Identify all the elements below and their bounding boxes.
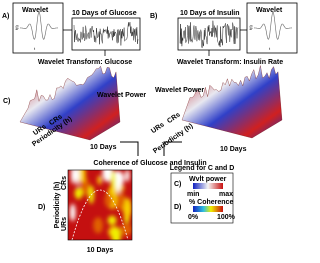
heatmap-blob	[74, 187, 83, 200]
axis-tick: URs	[61, 217, 68, 231]
heatmap-blob	[75, 170, 80, 187]
panel-label: C)	[3, 98, 10, 105]
legend-label: D)	[174, 204, 181, 211]
heatmap-blob	[97, 175, 102, 185]
signal-title: 10 Days of Insulin	[180, 10, 240, 17]
wavelet-title: Wavelet	[22, 7, 49, 14]
colorbar-label: 0%	[188, 214, 199, 221]
y-axis-label: Periodicity (h)	[54, 182, 61, 229]
wavelet-title: Wavelet	[256, 7, 283, 14]
heatmap-blob	[93, 217, 103, 234]
coherence-heatmap	[68, 170, 132, 240]
heatmap-frame	[67, 169, 133, 241]
panel-label: B)	[150, 13, 157, 20]
arrow	[120, 141, 182, 156]
colorbar-label: 100%	[217, 214, 236, 221]
axis-label: f(t)	[14, 24, 19, 30]
heatmap-blob	[113, 189, 125, 211]
heatmap-blob	[122, 198, 132, 219]
colorbar-label: max	[219, 191, 233, 198]
legend-heading: % Coherence	[189, 199, 233, 206]
axis-tick: URs	[150, 121, 166, 135]
axis-tick: CRs	[166, 111, 182, 125]
x-axis-label: 10 Days	[220, 146, 247, 153]
colorbar-label: min	[187, 191, 199, 198]
axis-tick: CRs	[61, 176, 68, 190]
wavelet-curve	[254, 11, 292, 40]
heatmap-blob	[125, 170, 130, 182]
colorbar	[193, 206, 223, 212]
transform-title: Wavelet Transform: Glucose	[38, 59, 132, 66]
legend-label: C)	[174, 181, 181, 188]
power-surface	[181, 65, 283, 139]
heatmap-blob	[115, 173, 121, 194]
heatmap-blob	[111, 226, 121, 240]
signal-trace	[73, 22, 139, 46]
legend-heading: Wvlt power	[189, 176, 227, 183]
heatmap-blob	[69, 203, 76, 222]
legend-title: Legend for C and D	[170, 165, 235, 172]
panel-label: D)	[38, 204, 45, 211]
heatmap-blob	[102, 170, 113, 182]
heatmap-blob	[78, 170, 86, 183]
heatmap-blob	[104, 193, 114, 208]
power-surface	[19, 65, 121, 141]
coherence-title: Coherence of Glucose and Insulin	[93, 160, 206, 167]
wavelet-curve	[20, 11, 58, 40]
signal-trace	[179, 20, 239, 49]
x-axis-label: 10 Days	[87, 247, 114, 254]
z-axis-label: Wavelet Power	[155, 87, 204, 94]
x-axis-label: 10 Days	[90, 144, 117, 151]
panel-label: A)	[2, 13, 9, 20]
heatmap-blob	[107, 215, 117, 226]
heatmap-blob	[120, 223, 132, 236]
axis-label: f(t)	[248, 24, 253, 30]
axis-label: t	[34, 46, 36, 51]
axis-label: t	[269, 46, 271, 51]
legend-box	[170, 172, 234, 224]
colorbar	[193, 183, 223, 189]
signal-title: 10 Days of Glucose	[72, 10, 137, 17]
heatmap-blob	[70, 170, 76, 184]
figure: A) Wavelet f(t) t 10 Days of Glucose Wav…	[2, 2, 298, 254]
transform-title: Wavelet Transform: Insulin Rate	[177, 59, 283, 66]
z-axis-label: Wavelet Power	[97, 92, 146, 99]
